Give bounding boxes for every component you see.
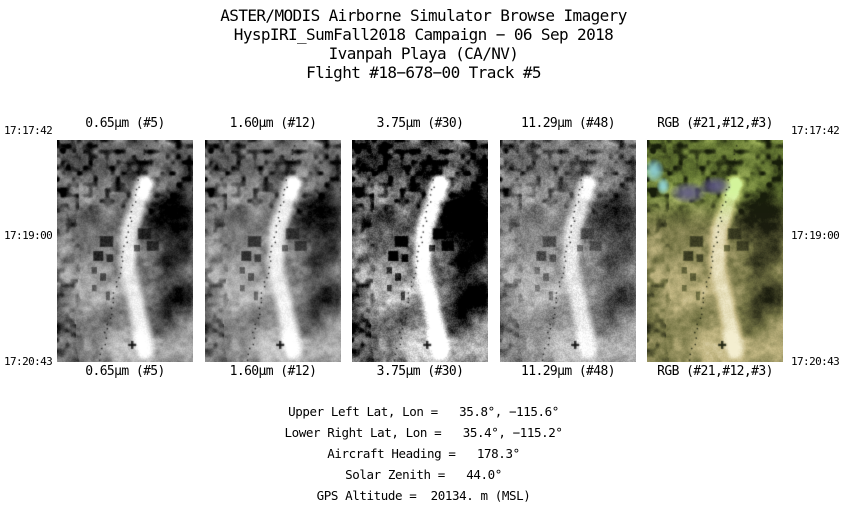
time-label-end-left: 17:20:43 <box>4 355 53 368</box>
browse-image-1129um <box>500 140 636 362</box>
time-label-middle-right: 17:19:00 <box>791 229 840 242</box>
time-label-start-left: 17:17:42 <box>4 124 53 137</box>
browse-image-160um <box>205 140 341 362</box>
strip-label-bottom-1129um: 11.29μm (#48) <box>521 364 616 379</box>
time-label-end-right: 17:20:43 <box>791 355 840 368</box>
browse-image-065um <box>57 140 193 362</box>
title-line-4-flight-track: Flight #18−678−00 Track #5 <box>306 63 541 82</box>
footer-aircraft-heading: Aircraft Heading = 178.3° <box>327 446 520 461</box>
strip-label-top-160um: 1.60μm (#12) <box>229 116 317 131</box>
strip-label-top-375um: 3.75μm (#30) <box>376 116 464 131</box>
footer-solar-zenith: Solar Zenith = 44.0° <box>345 467 502 482</box>
strip-label-top-065um: 0.65μm (#5) <box>85 116 165 131</box>
title-line-2-campaign-date: HyspIRI_SumFall2018 Campaign − 06 Sep 20… <box>233 25 614 44</box>
browse-image-rgb <box>647 140 783 362</box>
strip-label-bottom-rgb: RGB (#21,#12,#3) <box>657 364 773 379</box>
footer-lower-right-latlon: Lower Right Lat, Lon = 35.4°, −115.2° <box>284 425 563 440</box>
footer-gps-altitude: GPS Altitude = 20134. m (MSL) <box>316 488 531 503</box>
strip-label-top-rgb: RGB (#21,#12,#3) <box>657 116 773 131</box>
strip-label-top-1129um: 11.29μm (#48) <box>521 116 616 131</box>
title-line-1: ASTER/MODIS Airborne Simulator Browse Im… <box>220 6 627 25</box>
footer-upper-left-latlon: Upper Left Lat, Lon = 35.8°, −115.6° <box>288 404 559 419</box>
title-line-3-site: Ivanpah Playa (CA/NV) <box>328 44 519 63</box>
strip-label-bottom-375um: 3.75μm (#30) <box>376 364 464 379</box>
flight-metadata-block: Upper Left Lat, Lon = 35.8°, −115.6° Low… <box>0 401 847 506</box>
time-label-start-right: 17:17:42 <box>791 124 840 137</box>
page-title-block: ASTER/MODIS Airborne Simulator Browse Im… <box>0 6 847 82</box>
time-label-middle-left: 17:19:00 <box>4 229 53 242</box>
browse-image-375um <box>352 140 488 362</box>
strip-label-bottom-160um: 1.60μm (#12) <box>229 364 317 379</box>
strip-label-bottom-065um: 0.65μm (#5) <box>85 364 165 379</box>
